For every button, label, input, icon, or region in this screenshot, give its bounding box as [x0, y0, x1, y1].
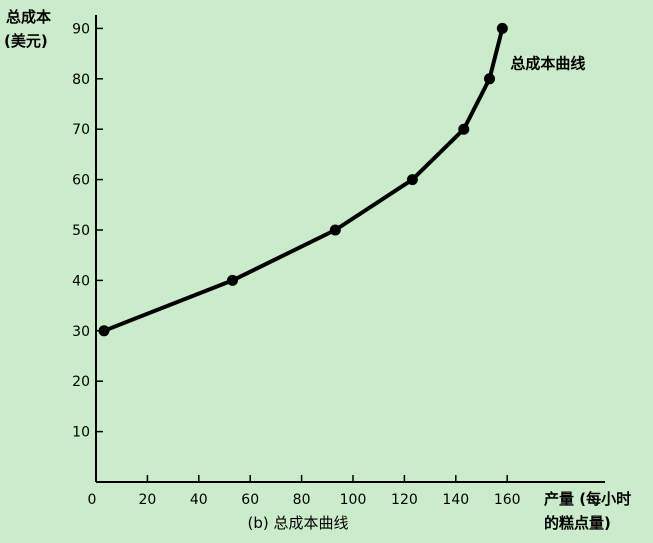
data-point — [98, 325, 110, 337]
y-tick-label: 80 — [72, 72, 90, 88]
y-tick-label: 60 — [72, 173, 90, 189]
y-tick-label: 70 — [72, 122, 90, 138]
x-axis-label-line2: 的糕点量) — [544, 514, 611, 532]
data-point — [496, 22, 508, 34]
y-tick-label: 90 — [72, 21, 90, 37]
series-label: 总成本曲线 — [510, 54, 585, 72]
x-tick-label: 60 — [241, 492, 259, 508]
chart-caption: (b) 总成本曲线 — [248, 514, 349, 532]
x-tick-label: 160 — [494, 492, 521, 508]
y-tick-label: 10 — [72, 425, 90, 441]
x-tick-label: 140 — [442, 492, 469, 508]
y-ticks: 10 20 30 40 50 60 70 80 90 — [72, 21, 103, 441]
y-axis-label-line2: (美元) — [4, 32, 48, 50]
x-ticks: 0 20 40 60 80 100 120 140 160 — [88, 475, 521, 508]
data-point — [484, 73, 495, 85]
x-tick-label: 100 — [340, 492, 367, 508]
x-tick-label: 40 — [190, 492, 208, 508]
data-point — [406, 174, 418, 186]
data-point — [458, 123, 470, 135]
y-tick-label: 40 — [72, 273, 90, 289]
x-tick-label: 0 — [88, 492, 97, 508]
x-tick-label: 120 — [391, 492, 418, 508]
data-point — [227, 274, 238, 286]
data-point — [329, 224, 341, 236]
y-tick-label: 50 — [72, 223, 90, 239]
y-axis-label-line1: 总成本 — [6, 8, 51, 26]
total-cost-curve — [103, 27, 505, 333]
x-axis-label-line1: 产量 (每小时 — [544, 490, 631, 508]
x-tick-label: 80 — [293, 492, 311, 508]
y-tick-label: 20 — [72, 374, 90, 390]
series-layer: 总成本曲线 — [98, 22, 585, 337]
y-tick-label: 30 — [72, 324, 90, 340]
x-tick-label: 20 — [138, 492, 156, 508]
